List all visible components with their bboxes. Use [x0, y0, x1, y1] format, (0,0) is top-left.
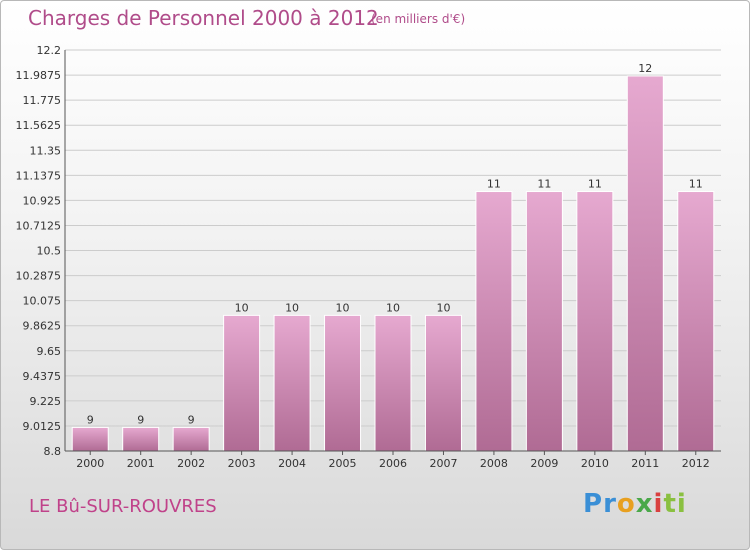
data-label-2012: 11 — [689, 178, 703, 191]
bar-2010 — [576, 191, 614, 452]
data-label-2002: 9 — [188, 413, 195, 426]
y-tick-label: 9.4375 — [23, 370, 62, 383]
y-tick-label: 9.8625 — [23, 320, 62, 333]
y-tick-label: 9.65 — [37, 345, 62, 358]
x-tick-label: 2011 — [631, 457, 659, 470]
x-tick-label: 2012 — [682, 457, 710, 470]
x-tick-label: 2004 — [278, 457, 306, 470]
y-tick-label: 8.8 — [44, 445, 62, 458]
location-label: LE Bû-SUR-ROUVRES — [29, 496, 217, 517]
data-label-2010: 11 — [588, 178, 602, 191]
bar-2000 — [71, 426, 109, 452]
bar-2004 — [273, 314, 311, 452]
bar-2007 — [424, 314, 462, 452]
y-tick-label: 12.2 — [37, 44, 62, 57]
x-tick-label: 2005 — [329, 457, 357, 470]
x-tick-label: 2008 — [480, 457, 508, 470]
x-tick-label: 2003 — [228, 457, 256, 470]
y-tick-label: 11.9875 — [16, 69, 62, 82]
y-tick-label: 11.775 — [23, 94, 62, 107]
data-label-2003: 10 — [235, 301, 249, 314]
chart-subtitle: (en milliers d'€) — [371, 12, 466, 26]
y-tick-label: 10.2875 — [16, 270, 62, 283]
bar-2003 — [223, 314, 261, 452]
x-tick-label: 2000 — [76, 457, 104, 470]
x-tick-label: 2009 — [530, 457, 558, 470]
y-tick-label: 11.5625 — [16, 119, 62, 132]
bar-2006 — [374, 314, 412, 452]
data-labels: 9 9 9 10 10 10 10 10 11 11 11 12 11 — [87, 62, 703, 426]
data-label-2008: 11 — [487, 178, 501, 191]
bar-2012 — [677, 191, 715, 452]
y-tick-label: 9.225 — [30, 395, 62, 408]
bar-2009 — [525, 191, 563, 452]
x-tick-label: 2001 — [127, 457, 155, 470]
bar-2005 — [324, 314, 362, 452]
y-axis-ticks: 12.2 11.9875 11.775 11.5625 11.35 11.1375 10.9… — [16, 44, 62, 458]
bar-2002 — [172, 426, 210, 452]
y-tick-label: 11.1375 — [16, 169, 62, 182]
data-label-2005: 10 — [336, 301, 350, 314]
chart-title: Charges de Personnel 2000 à 2012 — [28, 6, 379, 30]
y-tick-label: 11.35 — [30, 144, 62, 157]
data-label-2001: 9 — [137, 413, 144, 426]
bar-2011 — [626, 75, 664, 452]
y-tick-label: 10.7125 — [16, 219, 62, 232]
y-tick-label: 10.075 — [23, 295, 62, 308]
bar-2001 — [122, 426, 160, 452]
data-label-2011: 12 — [638, 62, 652, 75]
axes — [64, 50, 721, 452]
data-label-2004: 10 — [285, 301, 299, 314]
y-tick-label: 10.925 — [23, 194, 62, 207]
data-label-2009: 11 — [537, 178, 551, 191]
x-tick-label: 2002 — [177, 457, 205, 470]
y-tick-label: 9.0125 — [23, 420, 62, 433]
data-label-2000: 9 — [87, 413, 94, 426]
bars — [71, 75, 715, 452]
proxiti-logo[interactable]: Proxiti — [583, 489, 687, 519]
x-tick-label: 2006 — [379, 457, 407, 470]
data-label-2007: 10 — [436, 301, 450, 314]
x-tick-label: 2007 — [429, 457, 457, 470]
y-tick-label: 10.5 — [37, 245, 62, 258]
x-axis-ticks: 2000 2001 2002 2003 2004 2005 2006 2007 2008 2009… — [76, 451, 710, 470]
data-label-2006: 10 — [386, 301, 400, 314]
x-tick-label: 2010 — [581, 457, 609, 470]
bar-2008 — [475, 191, 513, 452]
